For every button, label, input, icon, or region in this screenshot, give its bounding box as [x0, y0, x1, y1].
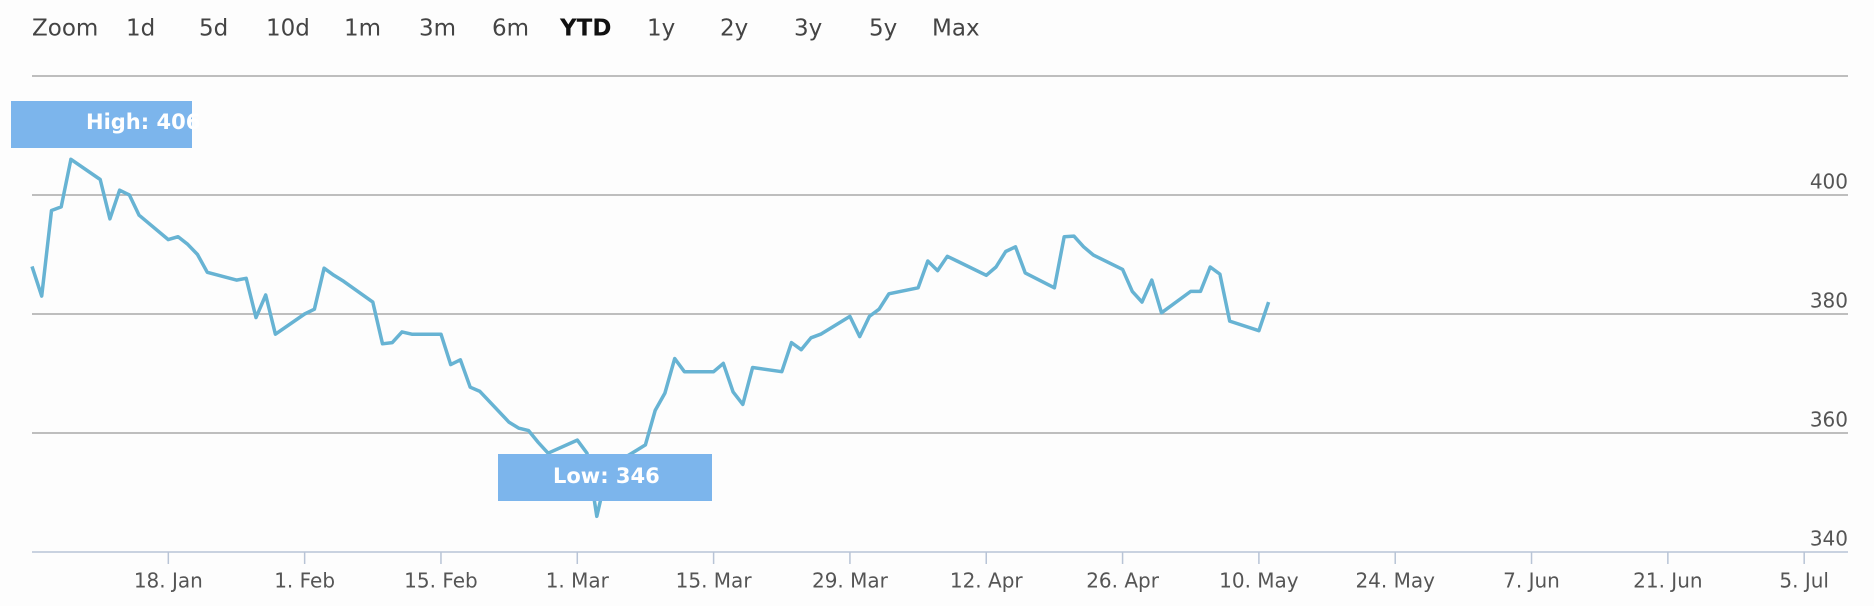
low-label: Low: 346	[553, 464, 660, 488]
x-tick-label: 1. Mar	[546, 569, 610, 593]
range-button[interactable]: 3y	[794, 16, 822, 42]
zoom-label: Zoom	[32, 16, 98, 42]
range-button[interactable]: 1y	[647, 16, 675, 42]
x-tick-label: 26. Apr	[1086, 569, 1160, 593]
range-button[interactable]: 1m	[344, 16, 381, 42]
x-tick-label: 29. Mar	[812, 569, 889, 593]
x-tick-label: 7. Jun	[1503, 569, 1560, 593]
range-button[interactable]: 5d	[199, 16, 228, 42]
x-tick-label: 15. Mar	[676, 569, 753, 593]
range-button[interactable]: Max	[932, 16, 980, 42]
range-button[interactable]: 2y	[720, 16, 748, 42]
range-button[interactable]: 5y	[869, 16, 897, 42]
x-tick-label: 10. May	[1219, 569, 1299, 593]
x-tick-label: 12. Apr	[950, 569, 1024, 593]
low-flag	[498, 454, 712, 501]
x-tick-label: 24. May	[1355, 569, 1435, 593]
x-tick-label: 15. Feb	[404, 569, 478, 593]
y-tick-label: 380	[1810, 289, 1848, 313]
range-button[interactable]: 6m	[492, 16, 529, 42]
x-tick-label: 21. Jun	[1633, 569, 1702, 593]
range-button[interactable]: YTD	[559, 16, 611, 42]
price-line	[30, 157, 1271, 519]
range-button[interactable]: 1d	[126, 16, 155, 42]
x-tick-label: 5. Jul	[1779, 569, 1829, 593]
high-flag	[11, 101, 192, 148]
range-button[interactable]: 10d	[266, 16, 310, 42]
y-tick-label: 360	[1810, 408, 1848, 432]
y-tick-label: 400	[1810, 170, 1848, 194]
range-button[interactable]: 3m	[419, 16, 456, 42]
x-tick-label: 1. Feb	[274, 569, 335, 593]
plot	[30, 157, 1848, 564]
y-tick-label: 340	[1810, 527, 1848, 551]
x-tick-label: 18. Jan	[134, 569, 203, 593]
high-label: High: 406	[86, 110, 200, 134]
